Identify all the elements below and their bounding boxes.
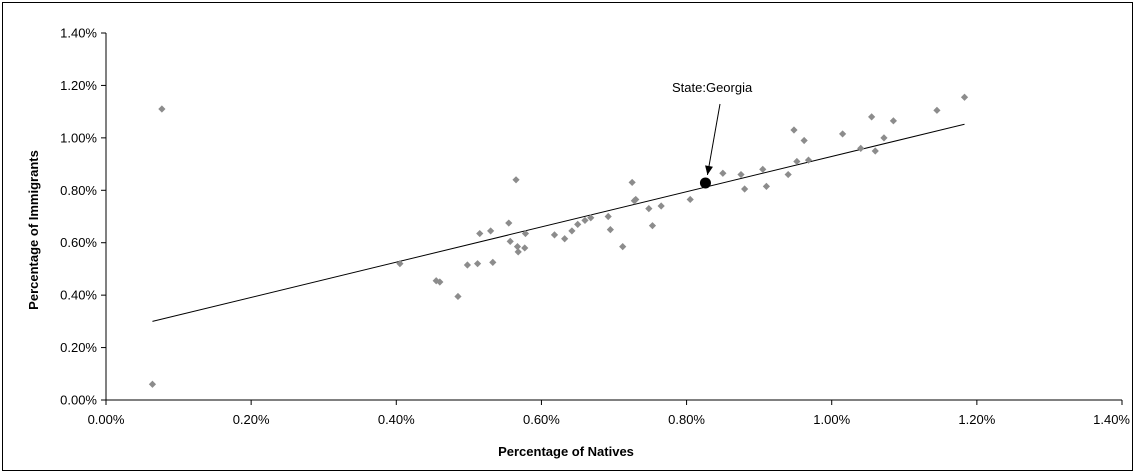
data-point — [521, 244, 529, 252]
data-point — [606, 226, 614, 234]
data-point — [632, 195, 640, 204]
y-tick-label: 0.60% — [60, 235, 97, 250]
y-tick-label: 1.20% — [60, 78, 97, 93]
data-point — [657, 202, 665, 210]
data-point — [868, 113, 876, 121]
annotation-label: State:Georgia — [672, 80, 753, 95]
data-point — [148, 380, 157, 388]
data-point — [432, 277, 440, 285]
highlight-point — [699, 177, 711, 189]
data-point — [759, 165, 767, 173]
data-point — [587, 214, 595, 222]
axes — [105, 33, 1122, 401]
data-point — [880, 134, 888, 142]
data-point — [513, 243, 522, 251]
data-point — [790, 126, 798, 134]
data-point — [521, 229, 530, 238]
trendline — [152, 123, 965, 322]
data-point — [933, 106, 941, 114]
data-point — [857, 144, 865, 152]
y-tick-label: 1.00% — [60, 130, 97, 145]
data-point — [581, 216, 589, 225]
y-axis-title: Percentage of Immigrants — [26, 150, 41, 310]
data-point — [762, 182, 770, 190]
data-point — [871, 147, 879, 155]
x-tick-label: 0.80% — [668, 412, 705, 427]
data-point — [505, 219, 513, 227]
data-point — [719, 169, 727, 177]
x-tick-label: 1.20% — [958, 412, 995, 427]
data-point — [514, 248, 522, 256]
data-point — [784, 170, 792, 179]
data-point — [604, 212, 612, 221]
y-ticks: 0.00% 0.20% 0.40% 0.60% 0.80% 1.00% 1.20% 1.40% — [60, 26, 106, 408]
y-tick-label: 0.40% — [60, 288, 97, 303]
data-point — [793, 157, 801, 166]
data-points — [148, 93, 969, 388]
y-tick-label: 0.80% — [60, 183, 97, 198]
data-point — [550, 231, 559, 239]
data-point — [396, 260, 404, 268]
y-tick-label: 1.40% — [60, 26, 97, 41]
data-point — [561, 235, 569, 243]
x-tick-label: 1.40% — [1093, 412, 1130, 427]
data-point — [686, 195, 694, 204]
y-tick-label: 0.00% — [60, 393, 97, 408]
data-point — [463, 261, 472, 269]
data-point — [436, 278, 444, 286]
data-point — [568, 227, 576, 235]
data-point — [839, 130, 847, 138]
data-point — [960, 93, 969, 101]
x-tick-label: 0.00% — [88, 412, 125, 427]
data-point — [512, 176, 520, 184]
data-point — [645, 205, 653, 213]
y-tick-label: 0.20% — [60, 340, 97, 355]
annotation-arrow — [706, 103, 721, 176]
data-point — [648, 222, 657, 230]
data-point — [574, 220, 582, 228]
data-point — [506, 237, 514, 246]
x-tick-label: 0.60% — [523, 412, 560, 427]
data-point — [158, 105, 166, 113]
data-point — [454, 292, 462, 301]
data-point — [489, 258, 497, 266]
x-tick-label: 0.20% — [233, 412, 270, 427]
data-point — [889, 117, 897, 125]
x-axis-title: Percentage of Natives — [498, 444, 634, 459]
annotation-arrowhead — [705, 165, 713, 175]
x-tick-label: 0.40% — [378, 412, 415, 427]
data-point — [473, 260, 482, 268]
data-point — [619, 243, 627, 251]
data-point — [800, 136, 808, 145]
data-point — [737, 170, 745, 179]
data-point — [804, 156, 813, 164]
data-point — [487, 227, 495, 235]
data-point — [476, 229, 484, 238]
x-ticks: 0.00% 0.20% 0.40% 0.60% 0.80% 1.00% 1.20% 1.40% — [88, 400, 1130, 427]
x-tick-label: 1.00% — [813, 412, 850, 427]
data-point — [628, 178, 636, 187]
data-point — [741, 185, 749, 193]
